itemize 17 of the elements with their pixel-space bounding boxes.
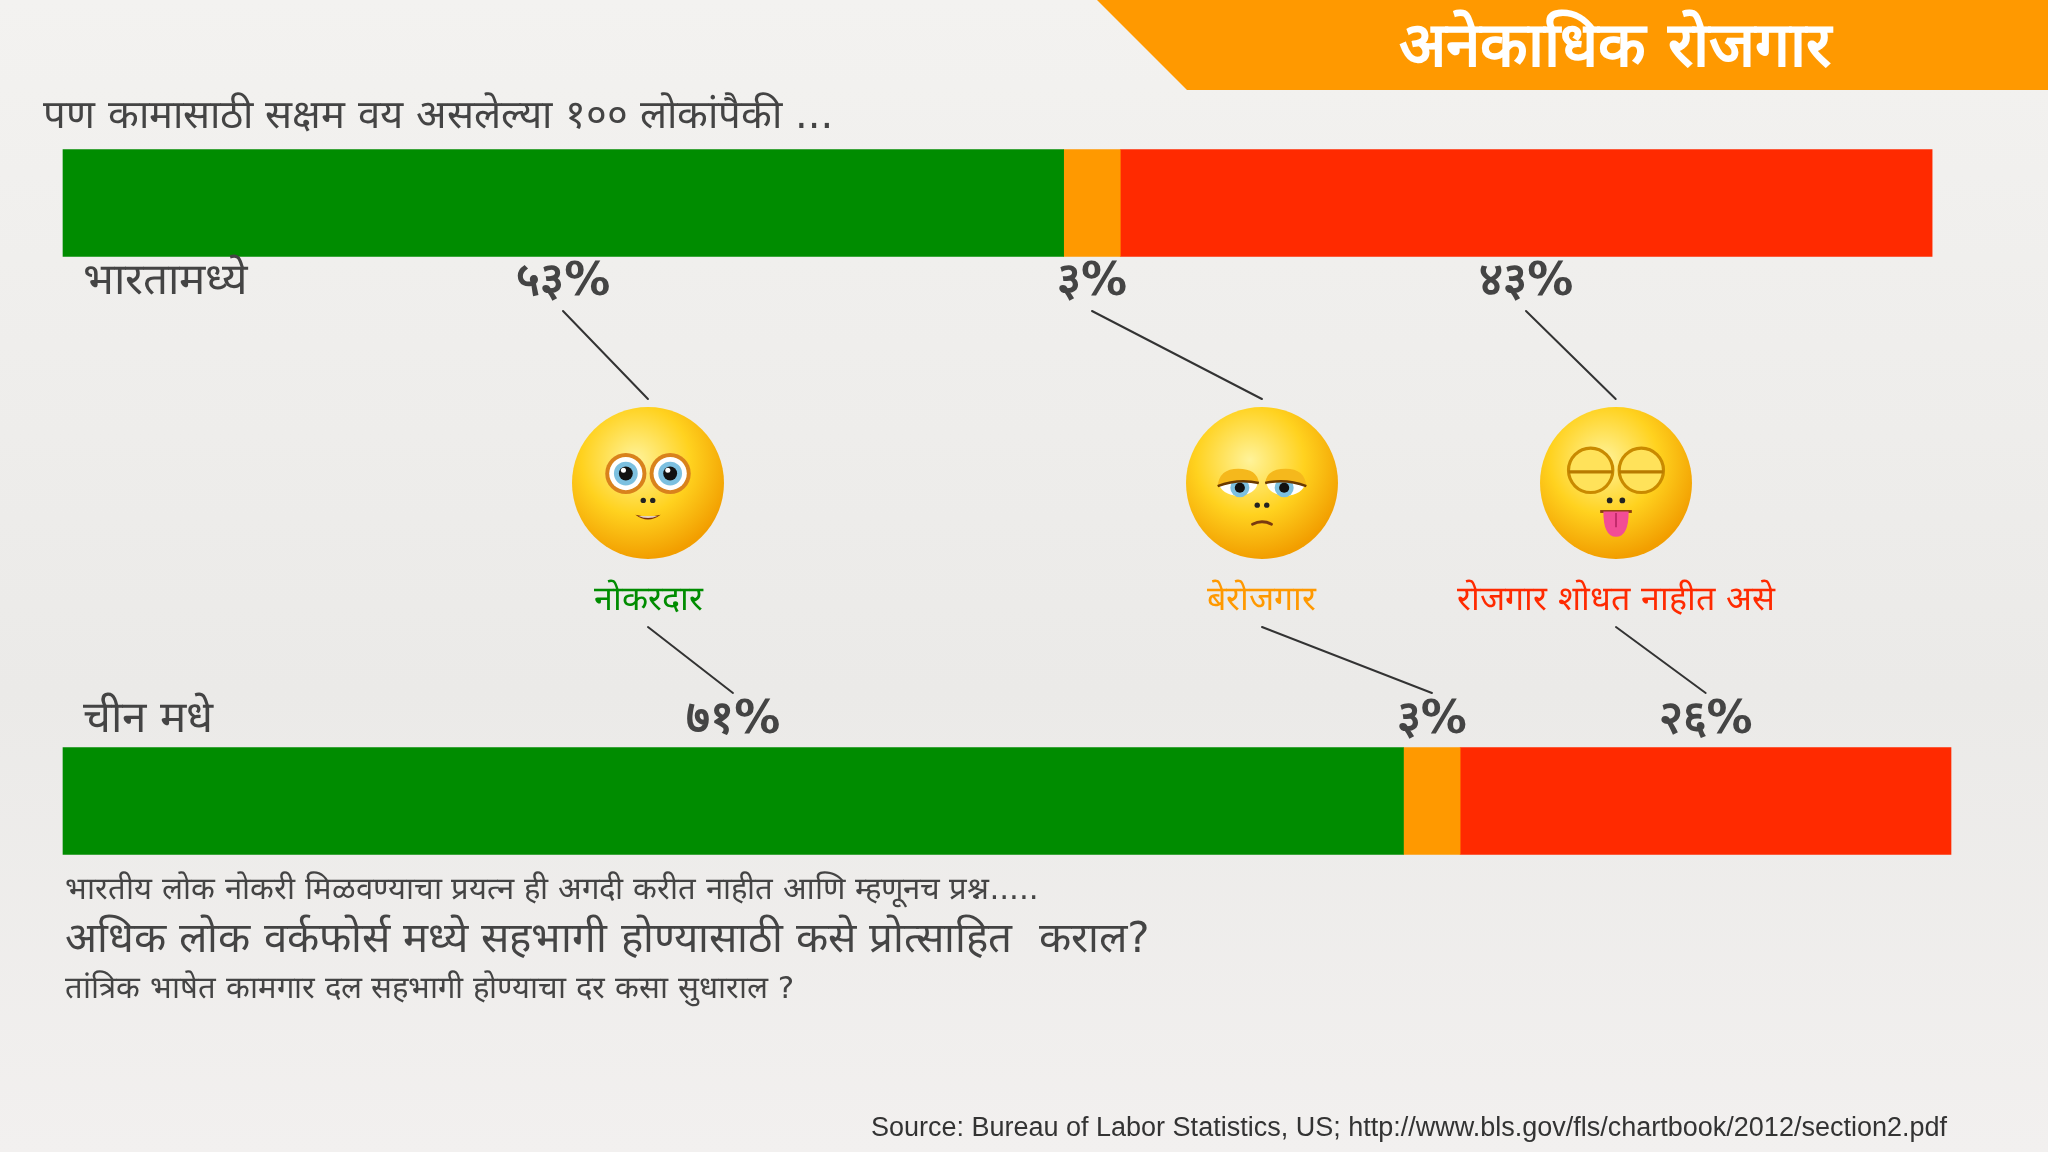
data-label: ३% [1056, 251, 1128, 306]
text: तांत्रिक भाषेत कामगार दल सहभागी होण्याचा दर कसा सुधाराल ? [65, 967, 795, 1009]
data-label: २६% [1658, 689, 1753, 744]
data-label: ७१% [686, 689, 781, 744]
text: बेरोजगार [1207, 577, 1318, 618]
annotation: भारतीय लोक नोकरी मिळवण्याचा प्रयत्न ही अगदी करीत नाहीत आणि म्हणूनच प्रश्न..... [65, 868, 1039, 910]
annotation: अधिक लोक वर्कफोर्स मध्ये सहभागी होण्यासाठी कसे प्रोत्साहित कराल? [65, 911, 1150, 964]
data-label: ३% [1396, 689, 1467, 744]
chart-title: अनेकाधिक रोजगार [1398, 7, 1835, 83]
data-label: ४३% [1479, 251, 1574, 306]
y-tick-label: चीन मधे [83, 691, 214, 743]
y-tick-label: भारतामध्ये [83, 253, 249, 305]
text: नोकरदार [593, 577, 704, 618]
source-note: Source: Bureau of Labor Statistics, US; http://www.bls.gov/fls/chartbook/2012/section2.pdf [870, 1111, 1947, 1144]
text: रोजगार शोधत नाहीत असे [1457, 577, 1776, 618]
data-label: ५३% [516, 251, 611, 306]
text: पण कामासाठी सक्षम वय असलेल्या १०० लोकांपैकी ... [43, 90, 834, 139]
